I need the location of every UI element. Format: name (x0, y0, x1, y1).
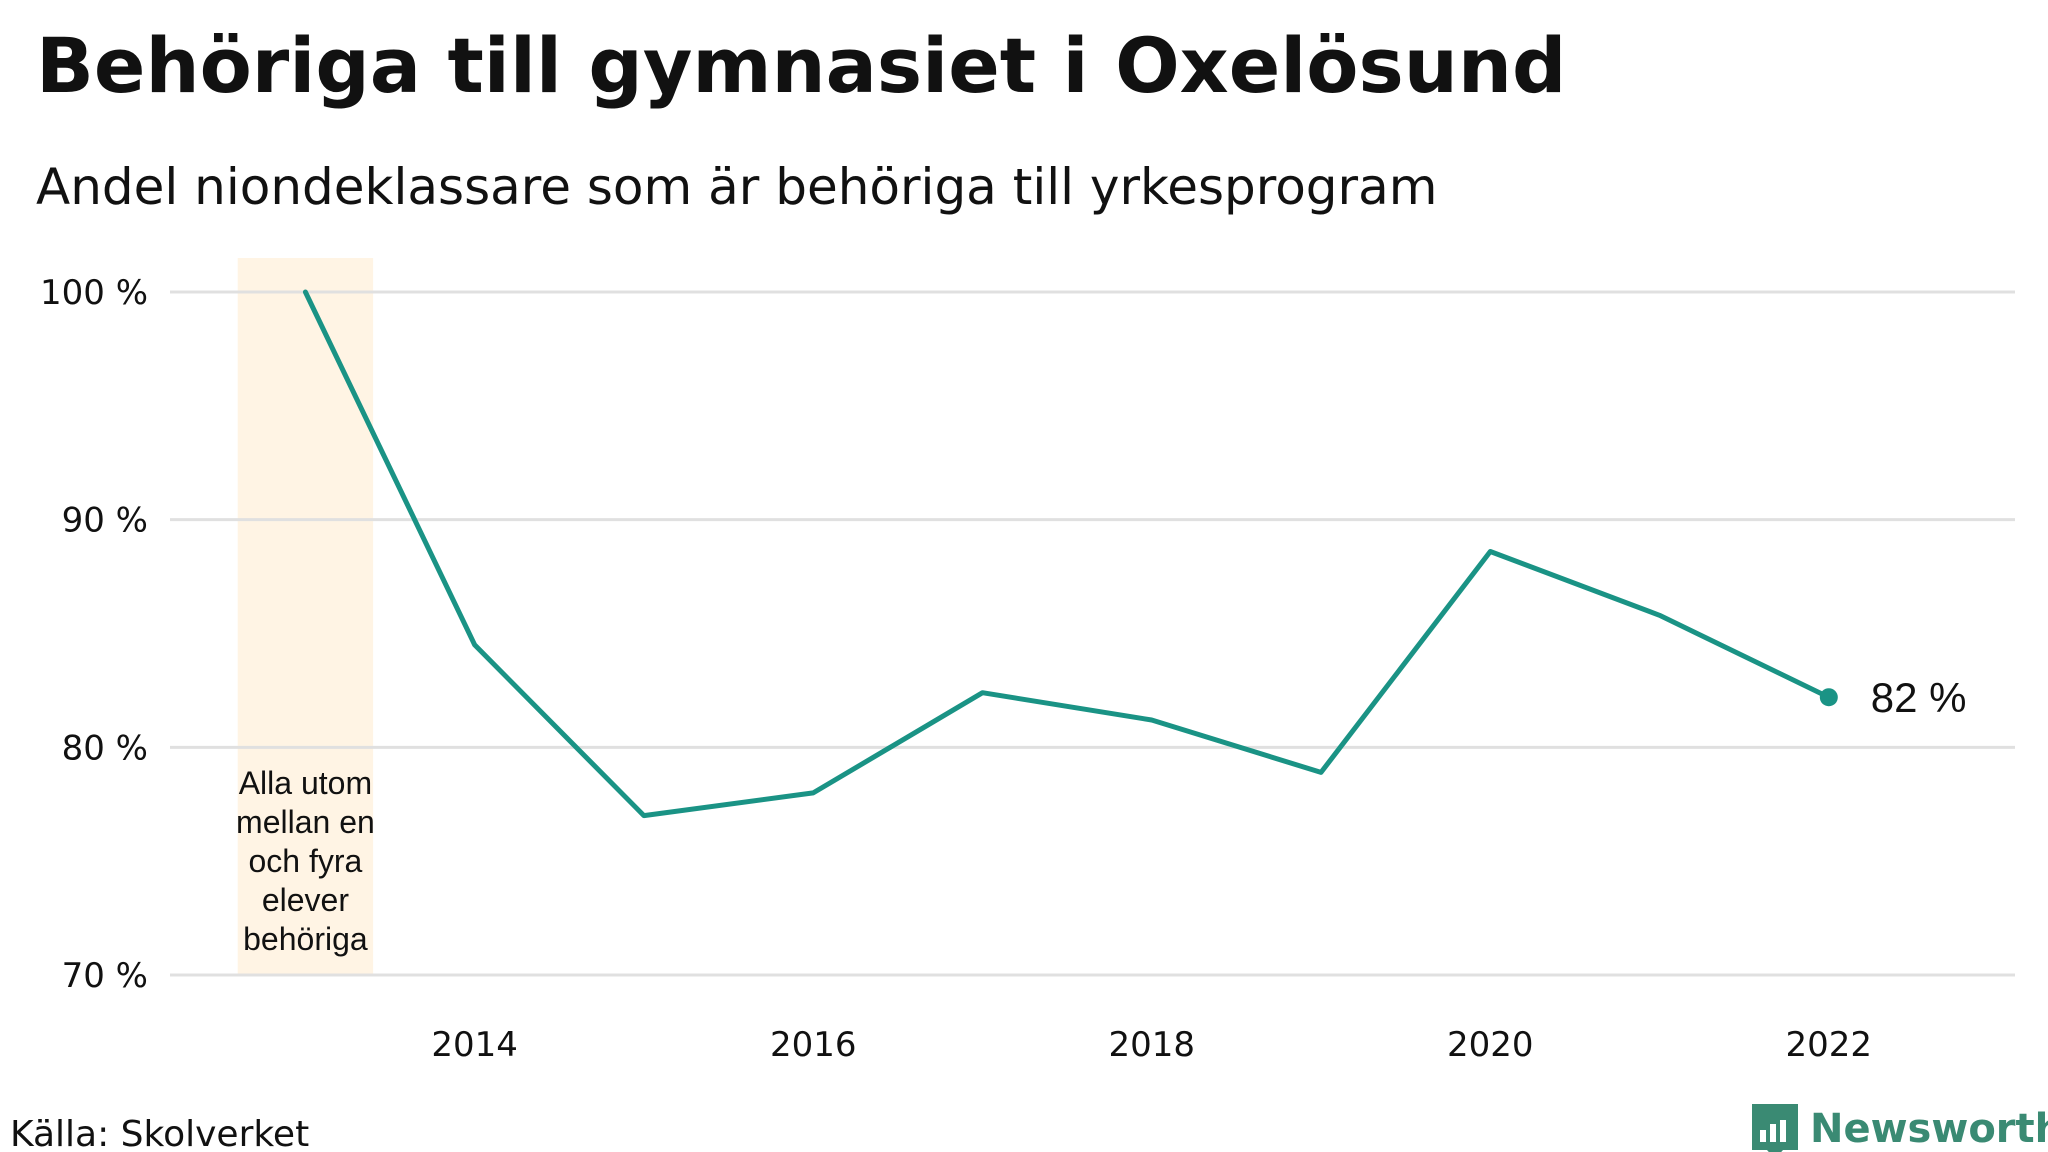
y-tick-label-0: 70 % (62, 956, 148, 996)
source-note: Källa: Skolverket (10, 1114, 309, 1152)
annotation-line-0: Alla utom (239, 765, 372, 801)
brand-logo-bar-1 (1760, 1130, 1766, 1142)
x-tick-label-2: 2018 (1108, 1025, 1195, 1065)
chart-title: Behöriga till gymnasiet i Oxelösund (36, 21, 1566, 110)
chart-subtitle: Andel niondeklassare som är behöriga til… (36, 158, 1437, 216)
brand-logo-bar-2 (1770, 1124, 1776, 1142)
y-tick-label-1: 80 % (62, 728, 148, 768)
annotation-line-4: behöriga (243, 921, 368, 957)
brand-logo-bar-3 (1780, 1120, 1786, 1142)
end-value-label: 82 % (1871, 674, 1967, 721)
annotation-line-2: och fyra (248, 843, 362, 879)
x-tick-label-0: 2014 (431, 1025, 518, 1065)
series-line (302, 289, 1832, 819)
annotation-line-1: mellan en (236, 804, 375, 840)
annotation-line-3: elever (262, 882, 350, 918)
y-tick-label-3: 100 % (40, 273, 148, 313)
highlight-band (237, 258, 374, 975)
newsworthy-logo: Newsworthy (1752, 1104, 2048, 1152)
end-point (1819, 688, 1838, 707)
x-tick-label-4: 2022 (1786, 1025, 1873, 1065)
x-tick-label-3: 2020 (1447, 1025, 1534, 1065)
y-tick-label-2: 90 % (62, 501, 148, 541)
brand-name: Newsworthy (1810, 1106, 2048, 1152)
x-tick-label-1: 2016 (770, 1025, 857, 1065)
